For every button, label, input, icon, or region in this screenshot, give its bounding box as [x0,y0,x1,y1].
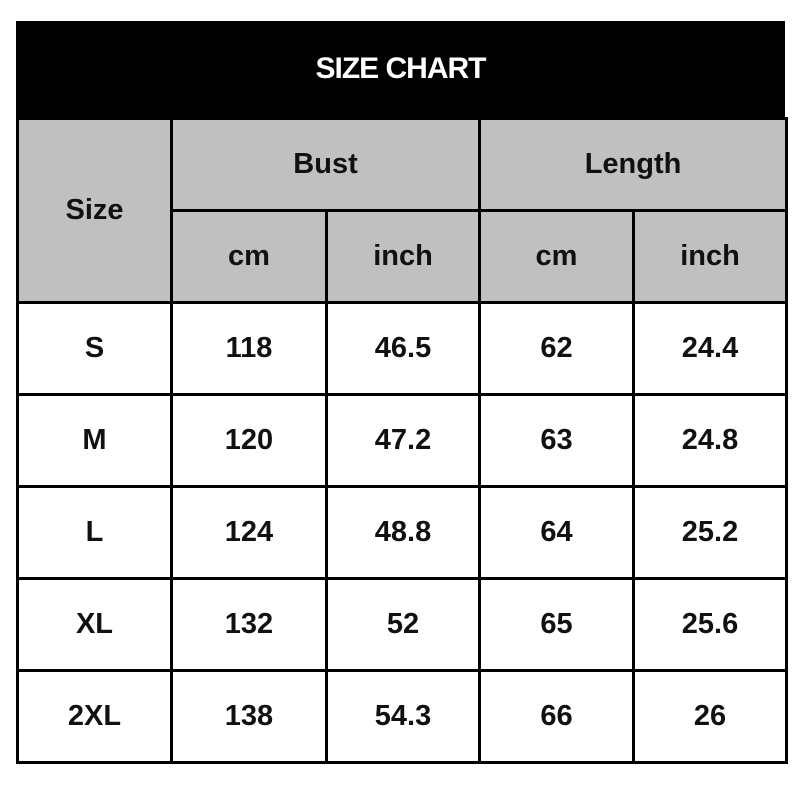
cell-size: L [16,485,173,580]
cell-length-cm: 65 [478,577,636,672]
cell-bust-inch: 52 [324,577,482,672]
cell-length-inch: 24.8 [632,393,789,488]
cell-bust-cm: 120 [170,393,328,488]
table-row: XL 132 52 65 25.6 [16,577,789,672]
header-length-inch: inch [632,209,789,304]
header-size: Size [16,117,173,304]
table-row: L 124 48.8 64 25.2 [16,485,789,580]
cell-bust-inch: 47.2 [324,393,482,488]
cell-size: 2XL [16,669,173,764]
cell-bust-cm: 124 [170,485,328,580]
header-length: Length [478,117,789,212]
cell-length-inch: 25.2 [632,485,789,580]
size-table: Size Bust Length cm inch cm inch S 118 46.… [16,117,789,764]
cell-bust-inch: 48.8 [324,485,482,580]
table-row: 2XL 138 54.3 66 26 [16,669,789,764]
cell-length-cm: 63 [478,393,636,488]
header-bust-cm: cm [170,209,328,304]
table-body: S 118 46.5 62 24.4 M 120 47.2 63 24.8 L 124 48.8 64 25… [16,301,789,764]
cell-bust-inch: 46.5 [324,301,482,396]
cell-length-cm: 64 [478,485,636,580]
cell-bust-cm: 132 [170,577,328,672]
cell-bust-inch: 54.3 [324,669,482,764]
cell-size: S [16,301,173,396]
cell-size: M [16,393,173,488]
chart-title: SIZE CHART [16,21,785,117]
cell-length-inch: 25.6 [632,577,789,672]
cell-size: XL [16,577,173,672]
header-bust: Bust [169,117,482,212]
cell-length-cm: 66 [478,669,636,764]
cell-bust-cm: 118 [170,301,328,396]
header-bust-inch: inch [324,209,482,304]
cell-length-cm: 62 [478,301,636,396]
table-row: M 120 47.2 63 24.8 [16,393,789,488]
cell-length-inch: 24.4 [632,301,789,396]
size-chart: SIZE CHART Size Bust Length cm inch cm i… [16,21,789,764]
table-row: S 118 46.5 62 24.4 [16,301,789,396]
header-length-cm: cm [478,209,636,304]
cell-bust-cm: 138 [170,669,328,764]
cell-length-inch: 26 [632,669,789,764]
